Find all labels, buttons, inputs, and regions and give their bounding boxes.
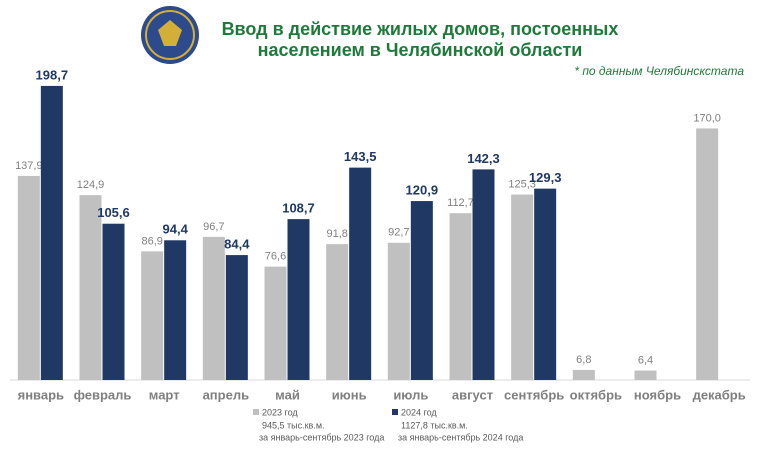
- x-tick-label: ноябрь: [634, 387, 681, 402]
- bar: [349, 167, 372, 380]
- bar: [225, 255, 248, 380]
- x-tick-label: март: [149, 387, 180, 402]
- x-tick-label: май: [275, 387, 300, 402]
- data-label: 76,6: [265, 251, 286, 263]
- data-label: 198,7: [36, 67, 69, 82]
- bar: [102, 223, 125, 380]
- x-tick-label: июнь: [332, 387, 367, 402]
- chart-subtitle: * по данным Челябинскстата: [574, 64, 744, 78]
- bar: [472, 169, 495, 380]
- bar: [534, 188, 557, 380]
- legend-note: 945,5 тыс.кв.м.: [262, 420, 325, 430]
- data-label: 112,7: [447, 197, 474, 209]
- x-tick-label: декабрь: [693, 387, 746, 402]
- chart-title: населением в Челябинской области: [258, 40, 583, 60]
- bar: [40, 85, 63, 380]
- legend-label: 2024 год: [401, 407, 437, 417]
- data-label: 105,6: [97, 205, 130, 220]
- bar: [410, 201, 433, 380]
- emblem: [141, 6, 199, 64]
- legend-label: 2023 год: [262, 407, 298, 417]
- bar: [326, 244, 349, 380]
- data-label: 170,0: [693, 112, 721, 124]
- data-label: 94,4: [163, 222, 189, 237]
- x-tick-label: апрель: [203, 387, 250, 402]
- bar: [696, 128, 719, 380]
- x-tick-label: январь: [18, 387, 64, 402]
- data-label: 143,5: [344, 149, 377, 164]
- data-label: 124,9: [77, 179, 105, 191]
- data-label: 142,3: [467, 151, 500, 166]
- data-label: 125,3: [508, 178, 536, 190]
- chart-title: Ввод в действие жилых домов, постоенных: [222, 19, 619, 39]
- bar: [449, 213, 472, 380]
- bar: [164, 240, 187, 380]
- data-label: 137,9: [15, 160, 43, 172]
- bar: [17, 175, 40, 380]
- bar: [572, 369, 595, 380]
- x-tick-label: октябрь: [570, 387, 622, 402]
- data-label: 96,7: [203, 221, 224, 233]
- data-label: 108,7: [282, 201, 315, 216]
- data-label: 91,8: [326, 228, 347, 240]
- data-label: 84,4: [224, 237, 250, 252]
- x-tick-label: сентябрь: [504, 387, 564, 402]
- legend-note: за январь-сентябрь 2024 года: [398, 432, 523, 442]
- data-label: 6,8: [576, 354, 591, 366]
- bar: [287, 219, 310, 380]
- data-label: 92,7: [388, 227, 409, 239]
- data-label: 6,4: [638, 354, 653, 366]
- legend-swatch: [253, 409, 259, 415]
- bar: [79, 195, 102, 380]
- data-label: 86,9: [141, 235, 162, 247]
- data-label: 120,9: [406, 183, 439, 198]
- bar: [511, 194, 534, 380]
- legend-swatch: [392, 409, 398, 415]
- bar: [264, 266, 287, 380]
- bar: [141, 251, 164, 380]
- legend-note: за январь-сентябрь 2023 года: [259, 432, 384, 442]
- x-tick-label: февраль: [74, 387, 132, 402]
- x-tick-label: август: [452, 387, 493, 402]
- bar: [634, 370, 657, 380]
- legend-note: 1127,8 тыс.кв.м.: [401, 420, 468, 430]
- data-label: 129,3: [529, 170, 562, 185]
- x-tick-label: июль: [393, 387, 428, 402]
- bar: [387, 242, 410, 380]
- bar: [202, 236, 225, 380]
